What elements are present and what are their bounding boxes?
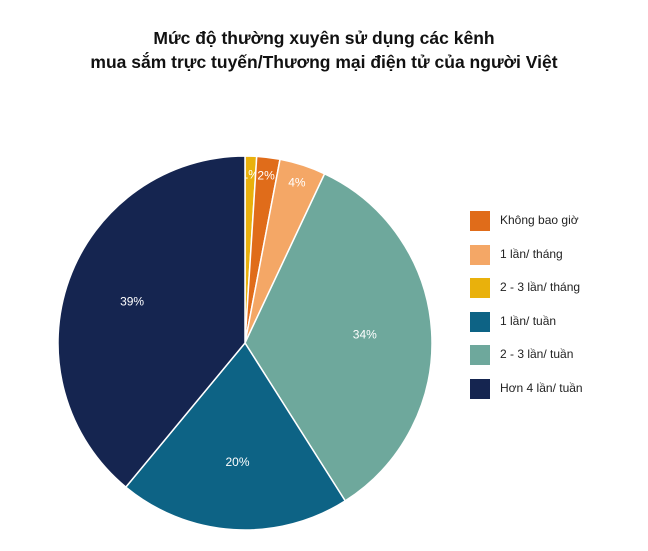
legend-swatch — [470, 278, 490, 298]
legend-label: 2 - 3 lần/ tháng — [500, 280, 581, 294]
legend-swatch — [470, 311, 490, 332]
slice-data-label: 4% — [288, 175, 306, 189]
slice-data-label: 2% — [257, 168, 275, 182]
slice-data-label: 39% — [120, 295, 144, 309]
pie-slice — [57, 155, 246, 489]
legend-label: 1 lần/ tuần — [500, 313, 557, 328]
pie-slice — [244, 172, 433, 502]
chart-title: Mức độ thường xuyên sử dụng các kênh mua… — [0, 26, 648, 74]
legend-swatch — [470, 244, 490, 265]
legend-swatch — [470, 211, 490, 231]
slice-data-label: 34% — [353, 328, 377, 342]
slice-data-label: 20% — [225, 455, 249, 469]
chart-title-line-2: mua sắm trực tuyến/Thương mại điện tử củ… — [90, 52, 558, 72]
pie-slice — [124, 341, 347, 531]
legend-label: 1 lần/ tháng — [500, 246, 563, 261]
legend-label: 2 - 3 lần/ tuần — [500, 347, 574, 361]
legend-swatch — [470, 378, 490, 399]
legend-label: Hơn 4 lần/ tuần — [500, 380, 583, 395]
chart-title-line-1: Mức độ thường xuyên sử dụng các kênh — [153, 28, 495, 48]
legend-swatch — [470, 345, 490, 365]
legend-label: Không bao giờ — [500, 213, 579, 227]
